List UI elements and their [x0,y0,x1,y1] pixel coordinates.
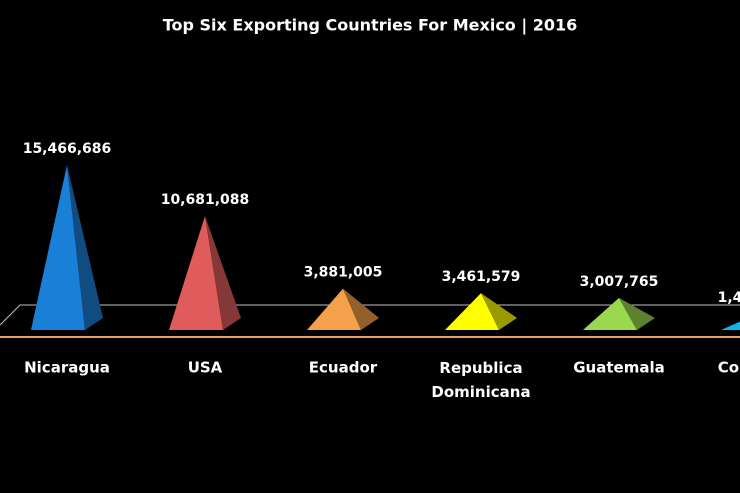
data-label: 10,681,088 [161,192,250,208]
pyramid-face [445,293,499,330]
x-tick-label: USA [188,359,223,377]
pyramid-face [343,288,379,330]
x-tick-label: Guatemala [573,359,664,377]
x-tick-label: Colombia [718,359,740,377]
pyramid [445,293,517,330]
pyramid [31,165,103,330]
pyramid-face [67,165,103,330]
pyramid-face [481,293,517,330]
x-tick-label: Nicaragua [24,359,110,377]
x-tick-label: Republica Dominicana [431,359,530,401]
floor-back [0,304,740,326]
pyramid [721,321,740,330]
data-label: 3,461,579 [442,269,521,285]
pyramid [583,297,655,330]
data-label: 1,490,000 [718,290,740,306]
pyramid-face [721,321,740,330]
x-tick-label: Ecuador [309,359,378,377]
pyramid-face [307,288,361,330]
pyramid [307,288,379,330]
data-label: 15,466,686 [23,141,112,157]
pyramid-face [169,216,223,330]
pyramid-face [583,297,637,330]
chart-title: Top Six Exporting Countries For Mexico |… [163,16,578,36]
pyramid [169,216,241,330]
pyramid-face [205,216,241,330]
pyramid-face [619,297,655,330]
data-label: 3,881,005 [304,265,383,281]
data-label: 3,007,765 [580,274,659,290]
